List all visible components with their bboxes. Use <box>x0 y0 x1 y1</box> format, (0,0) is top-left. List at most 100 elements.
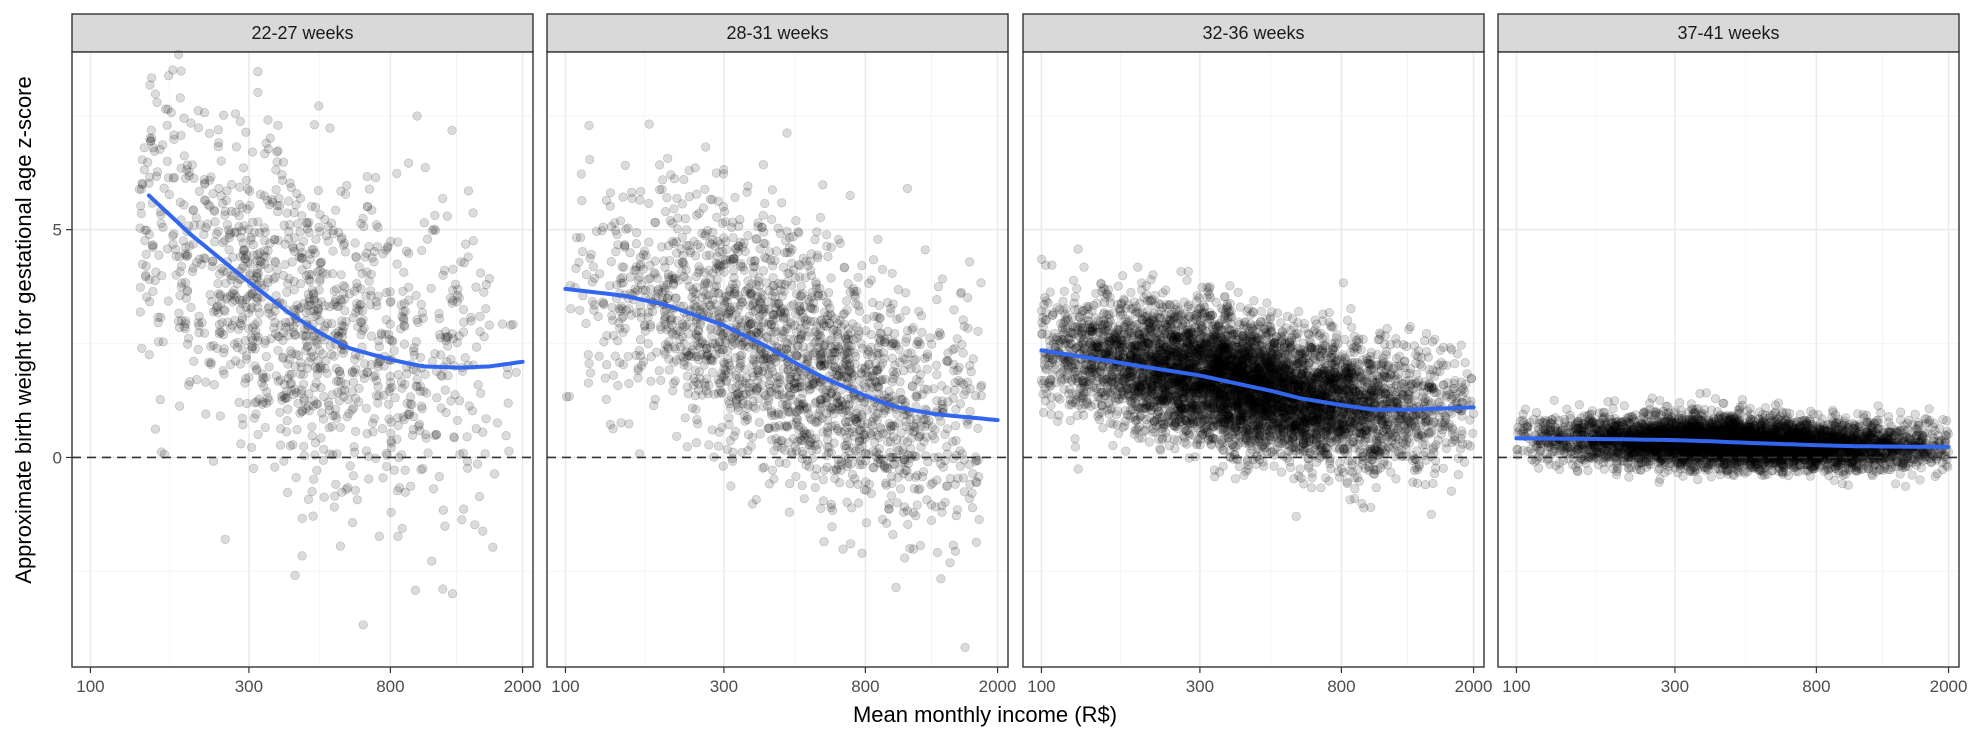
data-point <box>155 144 165 154</box>
data-point <box>810 235 820 245</box>
data-point <box>250 320 260 330</box>
facet-strip-label: 28-31 weeks <box>726 23 828 43</box>
data-point <box>873 234 883 244</box>
data-point <box>330 491 340 501</box>
data-point <box>937 274 948 284</box>
data-point <box>816 355 826 365</box>
data-point <box>701 343 712 354</box>
data-point <box>751 234 761 244</box>
data-point <box>217 318 227 328</box>
data-point <box>459 504 469 514</box>
data-point <box>575 305 585 315</box>
data-point <box>896 428 906 438</box>
data-point <box>727 453 738 464</box>
data-point <box>264 362 274 372</box>
data-point <box>1446 486 1456 496</box>
data-point <box>734 221 744 231</box>
data-point <box>258 373 268 383</box>
data-point <box>352 278 362 288</box>
data-point <box>583 350 593 360</box>
data-point <box>767 290 777 301</box>
data-point <box>501 431 511 441</box>
data-point <box>213 125 223 135</box>
data-point <box>447 125 457 135</box>
data-point <box>699 378 710 388</box>
data-point <box>261 138 271 148</box>
data-point <box>826 502 836 513</box>
data-point <box>252 250 263 260</box>
data-point <box>1430 334 1440 345</box>
data-point <box>370 246 380 257</box>
data-point <box>418 464 428 474</box>
data-point <box>826 273 836 283</box>
data-point <box>260 422 270 433</box>
data-point <box>718 461 728 471</box>
data-point <box>303 289 313 300</box>
data-point <box>691 272 701 282</box>
data-point <box>312 465 322 476</box>
data-point <box>841 440 852 450</box>
data-point <box>853 404 863 414</box>
data-point <box>818 475 828 485</box>
data-point <box>459 258 469 268</box>
data-point <box>389 346 399 356</box>
data-point <box>862 419 873 429</box>
data-point <box>312 298 323 308</box>
data-point <box>205 290 215 300</box>
data-point <box>948 359 959 369</box>
data-point <box>263 263 274 274</box>
data-point <box>690 163 700 173</box>
data-point <box>230 109 241 119</box>
data-point <box>845 190 855 201</box>
data-point <box>695 305 705 315</box>
data-point <box>308 511 318 521</box>
x-tick-label: 300 <box>235 677 263 696</box>
data-point <box>581 318 591 329</box>
data-point <box>279 328 289 338</box>
data-point <box>577 195 587 206</box>
data-point <box>787 419 798 430</box>
data-point <box>754 417 764 427</box>
data-point <box>633 285 643 295</box>
data-point <box>1182 275 1192 285</box>
data-point <box>932 547 943 558</box>
data-point <box>906 443 916 454</box>
data-point <box>384 386 394 396</box>
data-point <box>457 515 467 525</box>
data-point <box>886 491 897 501</box>
data-point <box>371 391 381 401</box>
data-point <box>857 548 867 558</box>
data-point <box>801 460 811 470</box>
data-point <box>301 331 311 341</box>
data-point <box>222 220 232 230</box>
data-point <box>263 115 273 125</box>
data-point <box>1299 479 1309 489</box>
data-point <box>337 321 347 331</box>
data-point <box>220 534 230 544</box>
data-point <box>156 312 166 323</box>
data-point <box>838 544 848 554</box>
data-point <box>813 329 823 339</box>
data-point <box>615 216 626 226</box>
data-point <box>216 263 226 274</box>
data-point <box>620 160 630 170</box>
data-point <box>577 246 588 257</box>
data-point <box>305 306 315 316</box>
data-point <box>284 226 294 237</box>
data-point <box>320 214 330 224</box>
data-point <box>877 264 888 275</box>
data-point <box>684 192 694 202</box>
data-point <box>782 128 792 138</box>
data-point <box>297 407 307 417</box>
data-point <box>777 389 787 400</box>
data-point <box>942 385 952 395</box>
data-point <box>662 193 672 203</box>
data-point <box>186 118 196 128</box>
data-point <box>698 203 709 213</box>
data-point <box>249 413 259 423</box>
data-point <box>404 158 414 168</box>
data-point <box>259 246 270 256</box>
data-point <box>911 511 921 521</box>
data-point <box>701 142 711 152</box>
